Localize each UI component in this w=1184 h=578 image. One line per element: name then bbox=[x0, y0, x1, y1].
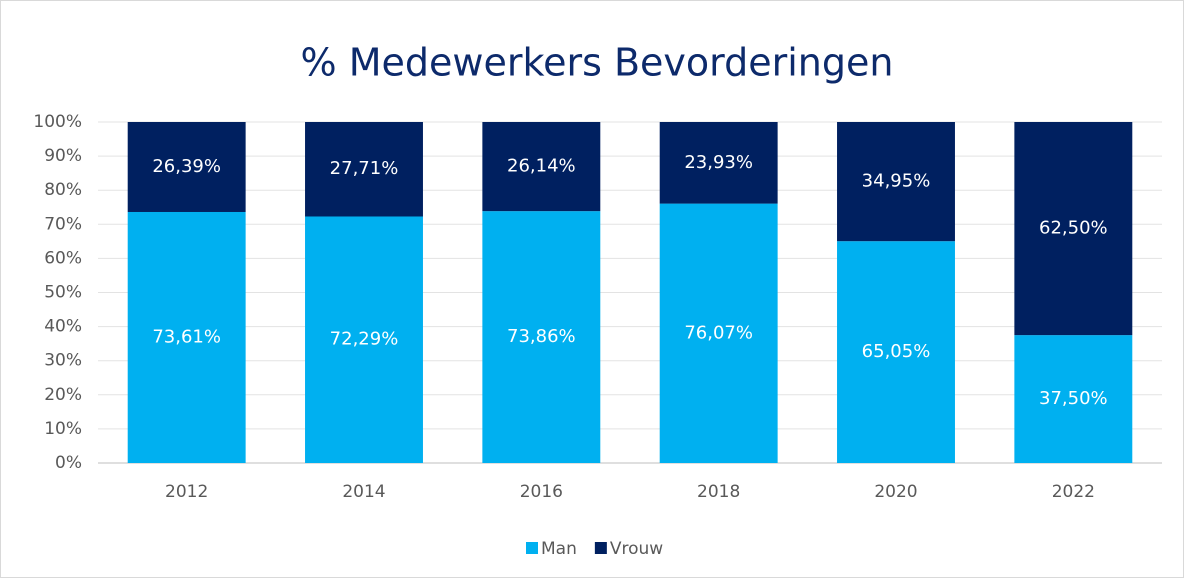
x-tick-label: 2022 bbox=[1052, 482, 1095, 502]
y-tick-label: 60% bbox=[44, 248, 82, 268]
y-tick-label: 10% bbox=[44, 419, 82, 439]
legend-swatch bbox=[594, 542, 607, 554]
bar-segment bbox=[482, 122, 601, 212]
data-label: 26,14% bbox=[507, 156, 576, 177]
y-tick-label: 50% bbox=[44, 283, 82, 303]
bar-segment bbox=[659, 122, 778, 204]
data-label: 34,95% bbox=[862, 171, 931, 192]
data-label: 65,05% bbox=[862, 341, 931, 362]
bar-segment bbox=[482, 211, 601, 463]
x-tick-label: 2016 bbox=[520, 482, 563, 502]
data-label: 37,50% bbox=[1039, 388, 1108, 409]
bar-segment bbox=[1014, 335, 1133, 463]
bar-segment bbox=[305, 216, 423, 463]
bar-segment bbox=[1014, 122, 1133, 336]
data-label: 76,07% bbox=[684, 322, 753, 343]
bar-segment bbox=[305, 122, 423, 217]
y-tick-label: 0% bbox=[55, 453, 82, 473]
legend-label: Vrouw bbox=[610, 539, 663, 559]
y-tick-label: 30% bbox=[44, 351, 82, 371]
bar-segment bbox=[837, 241, 955, 463]
y-tick-label: 70% bbox=[44, 214, 82, 234]
data-label: 73,86% bbox=[507, 326, 576, 347]
chart-title: % Medewerkers Bevorderingen bbox=[301, 41, 894, 85]
bar-segment bbox=[837, 122, 955, 242]
y-tick-label: 20% bbox=[44, 385, 82, 405]
x-tick-label: 2012 bbox=[165, 482, 208, 502]
y-tick-label: 90% bbox=[44, 146, 82, 166]
data-label: 27,71% bbox=[330, 158, 399, 179]
y-tick-label: 40% bbox=[44, 317, 82, 337]
data-label: 73,61% bbox=[152, 326, 221, 347]
x-tick-label: 2020 bbox=[874, 482, 917, 502]
data-label: 62,50% bbox=[1039, 218, 1108, 239]
legend-label: Man bbox=[541, 539, 577, 559]
x-tick-label: 2018 bbox=[697, 482, 740, 502]
data-label: 26,39% bbox=[152, 156, 221, 177]
data-label: 23,93% bbox=[684, 152, 753, 173]
bar-segment bbox=[659, 203, 778, 463]
x-tick-label: 2014 bbox=[342, 482, 385, 502]
data-label: 72,29% bbox=[330, 329, 399, 350]
legend-swatch bbox=[526, 542, 538, 554]
y-tick-label: 80% bbox=[44, 180, 82, 200]
y-tick-label: 100% bbox=[33, 112, 82, 132]
bar-segment bbox=[127, 122, 246, 212]
bar-segment bbox=[127, 211, 246, 463]
